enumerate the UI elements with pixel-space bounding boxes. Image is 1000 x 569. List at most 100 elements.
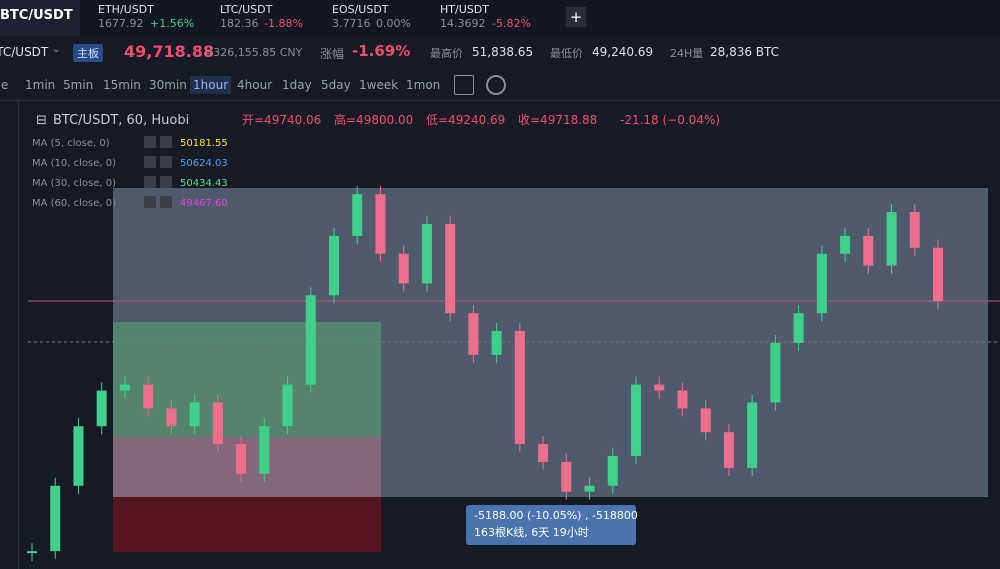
loss-zone: [113, 497, 381, 552]
ticker-bar: BTC/USDT ⌄ 主板 49,718.88 ≈326,155.85 CNY …: [0, 36, 1000, 71]
candle: [747, 402, 758, 468]
tab-change: 0.00%: [376, 17, 411, 30]
candle: [282, 384, 293, 427]
chart-icon[interactable]: ⊟: [36, 113, 47, 128]
ma-settings[interactable]: [144, 136, 156, 148]
candle: [584, 485, 595, 492]
tab-price: 14.3692: [440, 17, 486, 30]
candle: [352, 194, 363, 236]
candle: [468, 313, 479, 355]
ma-settings[interactable]: [144, 196, 156, 208]
loss-zone: [113, 437, 381, 497]
high-label: 最高价: [430, 47, 463, 60]
candle: [119, 384, 130, 391]
interval-button[interactable]: Time: [0, 78, 9, 92]
interval-button[interactable]: 1week: [359, 78, 399, 92]
ma-close[interactable]: [160, 156, 172, 168]
chart-title: BTC/USDT, 60, Huobi: [53, 113, 189, 128]
candle: [27, 551, 37, 554]
candle: [700, 408, 711, 433]
candle: [514, 331, 525, 445]
ma-settings[interactable]: [144, 176, 156, 188]
candle: [50, 485, 61, 552]
profit-zone: [113, 322, 381, 437]
ma-value: 50181.55: [180, 138, 228, 149]
low-label: 最低价: [550, 47, 583, 60]
candle: [305, 295, 316, 385]
candle: [840, 235, 851, 254]
tab-pair[interactable]: ETH/USDT: [98, 3, 154, 16]
candle: [607, 455, 618, 486]
interval-button[interactable]: 5min: [63, 78, 94, 92]
ma-name: MA (30, close, 0): [32, 178, 116, 189]
settings-button[interactable]: [486, 75, 506, 95]
tab-change: -5.82%: [492, 17, 531, 30]
ma-name: MA (5, close, 0): [32, 138, 110, 149]
price-cny: ≈326,155.85 CNY: [204, 46, 303, 59]
interval-button[interactable]: 4hour: [237, 78, 273, 92]
drawing-toolbar: [0, 101, 19, 569]
dropdown-caret[interactable]: ⌄: [52, 44, 61, 55]
tab-active[interactable]: [0, 0, 80, 36]
candle: [538, 444, 549, 462]
ma-close[interactable]: [160, 136, 172, 148]
candle: [933, 247, 943, 302]
interval-button[interactable]: 15min: [103, 78, 141, 92]
measure-tooltip: [466, 505, 636, 545]
chart-type-button[interactable]: [454, 75, 474, 95]
interval-button[interactable]: 1day: [282, 78, 312, 92]
candle: [816, 253, 827, 314]
candle: [259, 426, 270, 474]
ma-close[interactable]: [160, 196, 172, 208]
candle: [793, 313, 804, 343]
interval-button[interactable]: 5day: [321, 78, 351, 92]
candles: [27, 186, 943, 562]
candle: [909, 212, 920, 248]
candle: [212, 402, 223, 445]
candle: [631, 384, 641, 456]
candle: [677, 390, 688, 409]
candle: [329, 235, 339, 296]
candle: [375, 194, 386, 254]
candle: [189, 402, 200, 427]
ma-name: MA (10, close, 0): [32, 158, 116, 169]
ma-value: 50624.03: [180, 158, 228, 169]
add-tab-button[interactable]: +: [566, 7, 586, 27]
volume-value: 28,836 BTC: [710, 45, 780, 59]
ma-close[interactable]: [160, 176, 172, 188]
ohlc-high: 高=49800.00: [334, 112, 413, 127]
interval-button[interactable]: 1mon: [406, 78, 441, 92]
ma-value: 49467.60: [180, 198, 228, 209]
tab-price: 182.36: [220, 17, 259, 30]
tooltip-line: 163根K线, 6天 19小时: [474, 525, 589, 539]
tab-pair[interactable]: BTC/USDT: [0, 8, 73, 23]
ohlc-low: 低=49240.69: [426, 113, 505, 127]
tab-pair[interactable]: HT/USDT: [440, 3, 489, 16]
tab-pair[interactable]: EOS/USDT: [332, 3, 389, 16]
candle: [863, 235, 874, 266]
candle: [886, 212, 897, 266]
tab-change: -1.88%: [264, 17, 303, 30]
ma-settings[interactable]: [144, 156, 156, 168]
ohlc-close: 收=49718.88: [518, 113, 597, 127]
board-badge: 主板: [73, 44, 103, 62]
candle: [654, 384, 665, 391]
pair-tabs: BTC/USDT ETH/USDT 1677.92 +1.56% LTC/USD…: [0, 0, 1000, 37]
candle: [398, 253, 409, 284]
candle: [166, 408, 177, 427]
ohlc-open: 开=49740.06: [242, 113, 321, 127]
pair-select[interactable]: BTC/USDT: [0, 45, 49, 59]
interval-button[interactable]: 1hour: [190, 76, 232, 94]
candle: [96, 390, 107, 427]
tab-price: 3.7716: [332, 17, 371, 30]
candle: [770, 342, 781, 403]
candle: [723, 432, 734, 468]
high-value: 51,838.65: [472, 45, 534, 59]
candle: [73, 426, 84, 486]
interval-button[interactable]: 30min: [149, 78, 187, 92]
tab-pair[interactable]: LTC/USDT: [220, 3, 273, 16]
interval-button[interactable]: 1min: [25, 78, 56, 92]
